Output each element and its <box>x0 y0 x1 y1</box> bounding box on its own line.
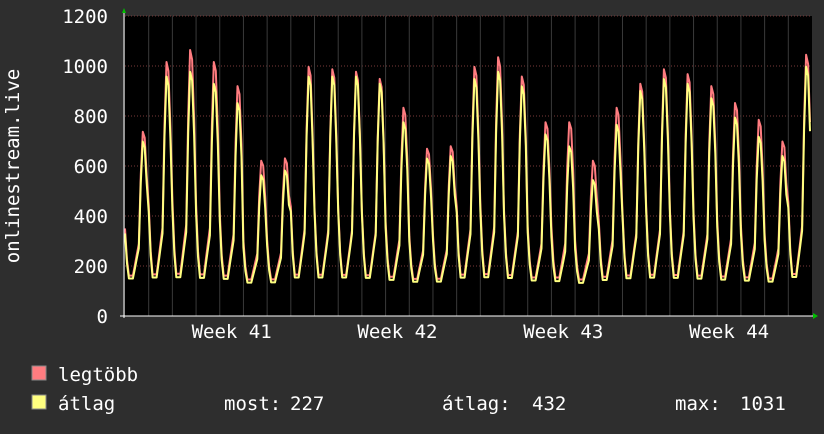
current-value: 227 <box>290 393 324 415</box>
max-value: 1031 <box>740 393 786 415</box>
x-tick-label: Week 41 <box>192 321 272 343</box>
x-axis-arrow <box>813 313 818 319</box>
x-tick-label: Week 42 <box>357 321 437 343</box>
y-tick-label: 800 <box>74 106 108 128</box>
y-tick-label: 1000 <box>62 56 108 78</box>
x-tick-label: Week 44 <box>689 321 769 343</box>
stats-row: most: 227 átlag: 432 max: 1031 <box>224 393 786 415</box>
legend-label-max: legtöbb <box>58 364 138 386</box>
y-tick-label: 600 <box>74 156 108 178</box>
series-layer <box>124 49 811 284</box>
legend-label-avg: átlag <box>58 393 115 415</box>
axes <box>120 8 818 319</box>
y-tick-label: 0 <box>97 306 108 328</box>
y-tick-label: 1200 <box>62 6 108 28</box>
series-line-avg <box>124 65 811 284</box>
y-tick-labels: 0 200 400 600 800 1000 1200 <box>62 6 108 328</box>
average-value: 432 <box>532 393 566 415</box>
average-label: átlag: <box>442 393 511 415</box>
grid <box>125 15 812 316</box>
y-axis-arrow <box>122 8 126 13</box>
legend-swatch-max <box>31 365 47 381</box>
legend: legtöbb átlag <box>31 364 138 415</box>
y-tick-label: 200 <box>74 256 108 278</box>
y-axis-label: onlinestream.live <box>2 69 24 263</box>
max-label: max: <box>675 393 721 415</box>
current-label: most: <box>224 393 281 415</box>
x-tick-label: Week 43 <box>523 321 603 343</box>
legend-swatch-avg <box>31 394 47 410</box>
y-tick-label: 400 <box>74 206 108 228</box>
x-tick-labels: Week 41 Week 42 Week 43 Week 44 <box>192 321 770 343</box>
